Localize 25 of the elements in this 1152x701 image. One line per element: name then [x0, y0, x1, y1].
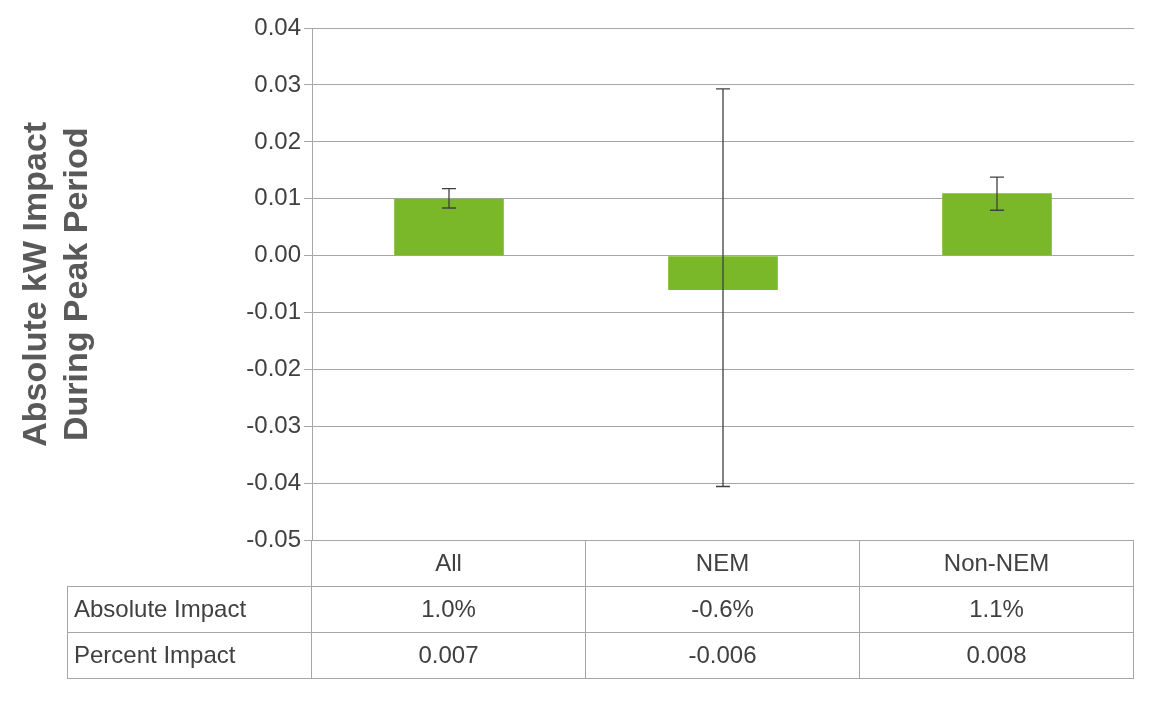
text: -0.006 — [585, 631, 860, 679]
y-axis-title: Absolute kW Impact During Peak Period — [14, 121, 94, 447]
y-tick-label: 0.01 — [254, 183, 301, 211]
bar — [942, 193, 1052, 256]
y-tick-label: -0.04 — [246, 468, 301, 496]
text: 0.008 — [859, 631, 1134, 679]
data-label: -0.6% — [585, 585, 860, 633]
x-tick-label: Non-NEM — [859, 540, 1134, 587]
x-tick-label: All — [311, 540, 586, 587]
bar — [394, 198, 504, 256]
y-tick-label: -0.03 — [246, 411, 301, 439]
data-label: 1.0% — [311, 585, 586, 633]
bar — [668, 256, 778, 290]
text: 0.007 — [311, 631, 586, 679]
y-tick-label: 0.03 — [254, 69, 301, 97]
y-tick-label: -0.01 — [246, 297, 301, 325]
y-tick-label: -0.05 — [246, 525, 301, 553]
y-tick-label: 0.02 — [254, 126, 301, 154]
text: Percent Impact — [67, 631, 312, 679]
text: Absolute Impact — [67, 585, 312, 633]
y-tick-label: -0.02 — [246, 354, 301, 382]
data-label: 1.1% — [859, 585, 1134, 633]
y-tick-label: 0.00 — [254, 240, 301, 268]
y-tick-label: 0.04 — [254, 12, 301, 40]
x-tick-label: NEM — [585, 540, 860, 587]
